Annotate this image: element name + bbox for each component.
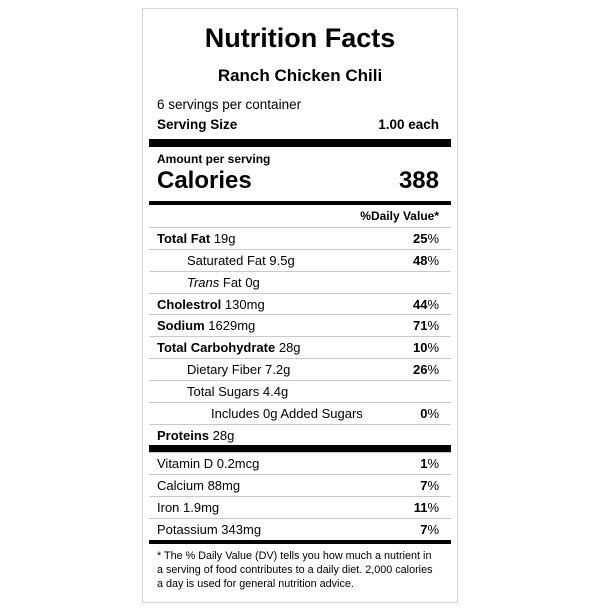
- divider-medium-footnote: [149, 539, 451, 544]
- nutrient-amount: 1629mg: [208, 318, 256, 334]
- nutrient-dv-unit: %: [427, 231, 439, 247]
- nutrient-name: Total Sugars: [187, 383, 260, 399]
- vitamin-text: Potassium 343mg: [157, 521, 262, 537]
- nutrient-name: Includes 0g Added Sugars: [211, 405, 363, 421]
- nutrient-dv-unit: %: [427, 405, 439, 421]
- nutrient-row-proteins: Proteins 28g: [149, 423, 451, 446]
- vitamin-dv-unit: %: [427, 456, 439, 472]
- divider-thick-top: [149, 139, 451, 148]
- nutrient-amount: 28g: [212, 427, 235, 443]
- nutrient-row-cholestrol: Cholestrol 130mg 44%: [149, 292, 451, 315]
- servings-per-container: 6 servings per container: [157, 97, 302, 113]
- serving-size-row: Serving Size 1.00 each: [149, 114, 451, 139]
- nutrient-dv-unit: %: [427, 252, 439, 268]
- vitamin-dv-unit: %: [427, 499, 439, 515]
- calories-label: Calories: [157, 167, 252, 195]
- nutrient-name: Fat: [222, 274, 242, 290]
- vitamin-row-vitamin-d: Vitamin D 0.2mcg 1%: [149, 452, 451, 474]
- nutrient-row-sodium: Sodium 1629mg 71%: [149, 314, 451, 336]
- daily-value-footnote: * The % Daily Value (DV) tells you how m…: [157, 549, 433, 591]
- vitamin-row-potassium: Potassium 343mg 7%: [149, 517, 451, 540]
- product-name: Ranch Chicken Chili: [217, 66, 383, 86]
- vitamin-text: Vitamin D 0.2mcg: [157, 456, 260, 472]
- vitamin-dv: 7: [420, 521, 428, 537]
- nutrient-amount: 7.2g: [265, 362, 291, 378]
- nutrient-amount: 4.4g: [262, 383, 289, 399]
- nutrient-row-total-fat: Total Fat 19g 25%: [149, 227, 451, 249]
- nutrient-dv: 44: [412, 296, 428, 312]
- vitamin-row-calcium: Calcium 88mg 7%: [149, 474, 451, 496]
- nutrient-row-trans-fat: Trans Fat 0g: [149, 270, 451, 293]
- serving-size-value: 1.00 each: [378, 117, 439, 133]
- serving-size-label: Serving Size: [157, 117, 238, 133]
- nutrient-dv-unit: %: [427, 318, 439, 334]
- nutrient-name: Proteins: [157, 427, 210, 443]
- nutrient-name: Dietary Fiber: [187, 362, 262, 378]
- nutrient-dv: 0: [420, 405, 428, 421]
- nutrient-dv: 48: [412, 252, 428, 268]
- nutrient-row-added-sugars: Includes 0g Added Sugars 0%: [149, 401, 451, 424]
- nutrient-amount: 28g: [278, 340, 301, 356]
- nutrition-facts-label: Nutrition Facts Ranch Chicken Chili 6 se…: [142, 8, 458, 603]
- nutrient-name: Total Carbohydrate: [157, 340, 276, 356]
- nutrient-dv: 25: [412, 231, 428, 247]
- vitamin-dv: 1: [420, 456, 428, 472]
- nutrient-name: Cholestrol: [157, 296, 222, 312]
- nutrient-row-saturated-fat: Saturated Fat 9.5g 48%: [149, 248, 451, 271]
- nutrient-name: Total Fat: [157, 231, 211, 247]
- calories-row: Calories 388: [149, 166, 451, 201]
- nutrient-name: Saturated Fat: [187, 252, 266, 268]
- nutrient-amount: 0g: [245, 274, 260, 290]
- nutrient-dv: 71: [412, 318, 428, 334]
- nutrient-name: Sodium: [157, 318, 205, 334]
- vitamin-dv-unit: %: [427, 478, 439, 494]
- amount-per-serving-label: Amount per serving: [157, 152, 271, 167]
- label-title: Nutrition Facts: [204, 23, 396, 53]
- divider-medium-calories: [149, 201, 451, 206]
- vitamin-row-iron: Iron 1.9mg 11%: [149, 495, 451, 518]
- nutrient-row-total-carbohydrate: Total Carbohydrate 28g 10%: [149, 336, 451, 358]
- nutrient-dv-unit: %: [427, 340, 439, 356]
- vitamin-text: Calcium 88mg: [157, 478, 241, 494]
- nutrient-amount: 130mg: [224, 296, 265, 312]
- vitamin-dv-unit: %: [427, 521, 439, 537]
- divider-thick-vitamins: [149, 445, 451, 453]
- nutrient-name-italic: Trans: [187, 274, 220, 290]
- vitamin-text: Iron 1.9mg: [157, 499, 220, 515]
- nutrient-dv: 26: [412, 362, 428, 378]
- nutrient-dv: 10: [412, 340, 428, 356]
- vitamin-dv: 11: [413, 499, 428, 515]
- daily-value-header: %Daily Value*: [360, 209, 439, 224]
- nutrient-row-total-sugars: Total Sugars 4.4g: [149, 379, 451, 402]
- calories-value: 388: [398, 167, 439, 195]
- vitamin-dv: 7: [420, 478, 428, 494]
- nutrient-amount: 9.5g: [269, 252, 295, 268]
- nutrient-dv-unit: %: [427, 362, 439, 378]
- nutrient-amount: 19g: [213, 231, 236, 247]
- nutrient-dv-unit: %: [427, 296, 439, 312]
- nutrient-row-dietary-fiber: Dietary Fiber 7.2g 26%: [149, 358, 451, 380]
